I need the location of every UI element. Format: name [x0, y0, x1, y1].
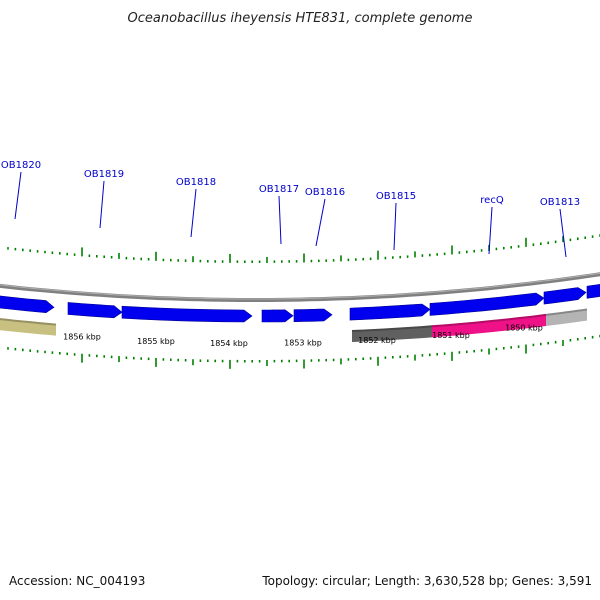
- scale-label: 1850 kbp: [505, 324, 543, 333]
- accession-info: Accession: NC_004193: [9, 574, 145, 588]
- scale-label: 1853 kbp: [284, 339, 322, 348]
- gene-arrow: [121, 305, 253, 323]
- scale-label: 1855 kbp: [137, 337, 175, 346]
- gene-label: OB1820: [1, 160, 41, 171]
- gene-callouts: OB1820 OB1819 OB1818 OB1817 OB1816 OB1815 recQ…: [1, 160, 580, 258]
- topology-label: Topology:: [262, 574, 319, 588]
- scale-label: 1856 kbp: [63, 333, 101, 342]
- genome-stats: Topology: circular; Length: 3,630,528 bp…: [262, 574, 592, 588]
- length-label: Length:: [374, 574, 421, 588]
- feature-track: [0, 308, 587, 342]
- backbone: [0, 272, 600, 302]
- feature-tan-shadow: [0, 318, 56, 326]
- scale-label: 1852 kbp: [358, 336, 396, 345]
- callout-line: [488, 206, 493, 255]
- gene-label: OB1819: [84, 169, 124, 180]
- gene-label: OB1813: [540, 197, 580, 208]
- gene-arrow: [586, 284, 600, 299]
- map-title: Oceanobacillus iheyensis HTE831, complet…: [128, 11, 473, 26]
- accession-label: Accession:: [9, 574, 73, 588]
- length-value: 3,630,528 bp: [423, 574, 504, 588]
- callout-line: [278, 195, 282, 245]
- callout-line: [190, 188, 197, 238]
- feature-dark-gray: [352, 325, 432, 342]
- gene-label: recQ: [480, 195, 504, 206]
- gene-label: OB1816: [305, 187, 345, 198]
- callout-line: [315, 198, 326, 247]
- scale-ticks: 1856 kbp 1855 kbp 1854 kbp 1853 kbp 1852 kbp…: [7, 234, 600, 369]
- gene-arrow: [0, 295, 55, 314]
- feature-recq-magenta: [432, 313, 546, 338]
- gene-arrow: [293, 308, 333, 323]
- feature-tan: [0, 318, 56, 336]
- backbone-highlight: [0, 272, 600, 300]
- genes-label: Genes:: [511, 574, 554, 588]
- callout-line: [99, 180, 105, 229]
- gene-track: [0, 284, 600, 323]
- callout-line: [559, 208, 567, 258]
- feature-light-gray: [546, 308, 587, 326]
- gene-arrow: [429, 292, 545, 316]
- accession-value: NC_004193: [76, 574, 146, 588]
- gene-arrow: [67, 302, 123, 319]
- scale-label: 1854 kbp: [210, 339, 248, 348]
- gene-arrow: [349, 303, 431, 321]
- backbone-line: [0, 272, 600, 302]
- callout-line: [393, 202, 397, 251]
- gene-arrow: [261, 309, 294, 323]
- feature-light-gray-shadow: [546, 308, 587, 316]
- genes-value: 3,591: [557, 574, 592, 588]
- scale-label: 1851 kbp: [432, 331, 470, 340]
- topology-value: circular: [322, 574, 367, 588]
- gene-label: OB1818: [176, 177, 216, 188]
- gene-label: OB1817: [259, 184, 299, 195]
- callout-line: [14, 171, 22, 220]
- feature-dark-gray-shadow: [352, 325, 432, 332]
- gene-label: OB1815: [376, 191, 416, 202]
- gene-arrow: [543, 287, 587, 305]
- feature-recq-magenta-shadow: [432, 313, 546, 328]
